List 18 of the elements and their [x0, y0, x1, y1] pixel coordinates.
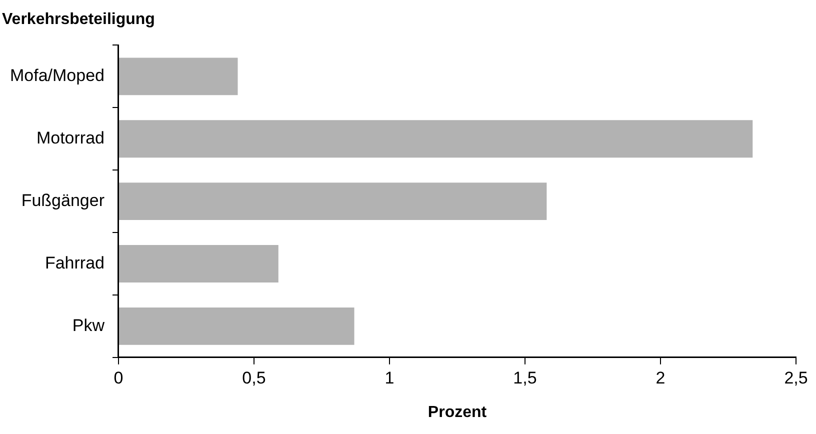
bar — [118, 245, 278, 282]
y-tick-label: Fußgänger — [21, 190, 105, 210]
bar — [118, 120, 753, 158]
x-tick-label: 0,5 — [242, 368, 266, 388]
chart-title: Verkehrsbeteiligung — [2, 11, 155, 28]
bar — [118, 182, 547, 220]
bar — [118, 307, 354, 345]
x-tick-label: 2 — [656, 368, 666, 388]
x-tick-label: 1 — [384, 368, 394, 388]
y-tick-label: Mofa/Moped — [10, 66, 104, 86]
y-tick-label: Motorrad — [36, 128, 104, 148]
x-tick-label: 2,5 — [784, 368, 808, 388]
y-tick-label: Pkw — [72, 316, 106, 335]
y-tick-label: Fahrrad — [44, 253, 104, 272]
x-tick-label: 1,5 — [513, 368, 537, 388]
x-axis-title: Prozent — [428, 404, 488, 421]
x-tick-label: 0 — [114, 368, 124, 388]
bar — [118, 58, 238, 96]
